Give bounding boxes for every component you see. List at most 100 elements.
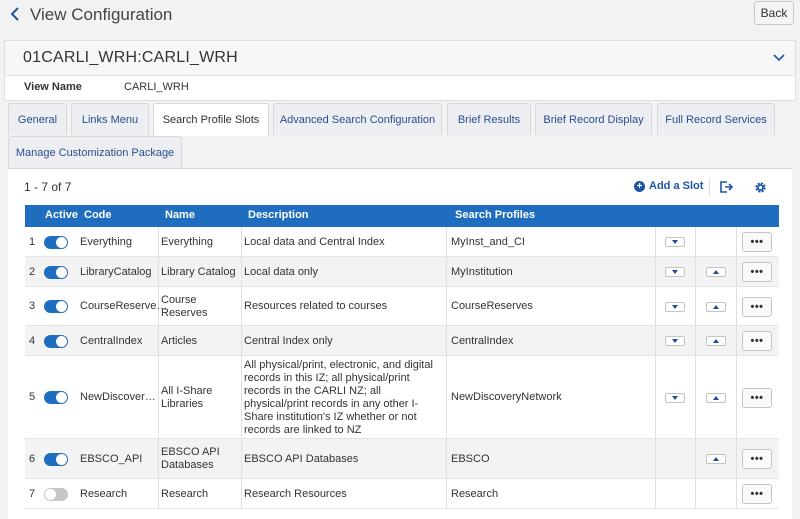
row-number: 7: [29, 487, 36, 500]
tab-search-profile-slots[interactable]: Search Profile Slots: [153, 103, 269, 136]
active-toggle[interactable]: [44, 453, 68, 466]
move-up-button[interactable]: [706, 336, 726, 346]
row-number: 1: [29, 235, 36, 248]
cell-code: EBSCO_API: [80, 452, 143, 465]
tab-brief-record-display[interactable]: Brief Record Display: [535, 103, 652, 135]
toggle-knob: [56, 301, 67, 312]
row-actions-button[interactable]: •••: [742, 262, 772, 282]
chevron-down-icon[interactable]: [773, 53, 785, 63]
triangle-down-icon: [672, 339, 678, 343]
cell-profiles: MyInst_and_CI: [451, 235, 525, 248]
column-divider: [655, 326, 656, 355]
table-row[interactable]: 3 CourseReserve… Course Reserves Resources …: [25, 287, 779, 326]
toggle-knob: [56, 267, 67, 278]
row-actions-button[interactable]: •••: [742, 388, 772, 408]
active-toggle[interactable]: [44, 488, 68, 501]
row-actions-button[interactable]: •••: [742, 484, 772, 504]
column-divider: [695, 326, 696, 355]
view-name-value: CARLI_WRH: [124, 81, 189, 93]
active-toggle[interactable]: [44, 335, 68, 348]
cell-description: Central Index only: [244, 334, 333, 347]
move-up-button[interactable]: [706, 302, 726, 312]
move-down-button[interactable]: [665, 336, 685, 346]
active-toggle[interactable]: [44, 300, 68, 313]
active-toggle[interactable]: [44, 236, 68, 249]
move-up-button[interactable]: [706, 454, 726, 464]
active-toggle[interactable]: [44, 391, 68, 404]
column-header-code[interactable]: Code: [84, 209, 112, 221]
table-row[interactable]: 4 CentralIndex Articles Central Index only C…: [25, 326, 779, 356]
table-row[interactable]: 5 NewDiscover… All I-Share Libraries All ph…: [25, 356, 779, 439]
tab-links-menu[interactable]: Links Menu: [71, 103, 149, 135]
tab-brief-results[interactable]: Brief Results: [447, 103, 531, 135]
tab-manage-customization-package[interactable]: Manage Customization Package: [8, 136, 182, 168]
column-header-active[interactable]: Active: [45, 209, 79, 221]
move-down-button[interactable]: [665, 302, 685, 312]
cell-code: NewDiscover…: [80, 391, 156, 403]
cell-profiles: CentralIndex: [451, 334, 514, 347]
move-down-button[interactable]: [665, 267, 685, 277]
table-row[interactable]: 6 EBSCO_API EBSCO API Databases EBSCO API D…: [25, 439, 779, 479]
toggle-knob: [56, 392, 67, 403]
column-divider: [736, 479, 737, 508]
gear-icon[interactable]: [754, 181, 767, 194]
column-divider: [695, 479, 696, 508]
cell-description: EBSCO API Databases: [244, 452, 359, 465]
cell-profiles: MyInstitution: [451, 265, 513, 278]
column-divider: [655, 227, 656, 256]
view-heading: 01CARLI_WRH:CARLI_WRH: [23, 49, 238, 66]
triangle-up-icon: [713, 396, 719, 400]
chevron-left-icon[interactable]: [6, 5, 24, 23]
cell-name: Course Reserves: [161, 293, 208, 319]
column-divider: [695, 257, 696, 286]
row-number: 3: [29, 300, 36, 312]
column-divider: [695, 439, 696, 478]
cell-profiles: CourseReserves: [451, 300, 533, 312]
column-divider: [446, 257, 447, 286]
row-actions-button[interactable]: •••: [742, 297, 772, 317]
column-divider: [736, 439, 737, 478]
active-toggle[interactable]: [44, 266, 68, 279]
column-divider: [655, 356, 656, 438]
column-divider: [655, 257, 656, 286]
move-up-button[interactable]: [706, 393, 726, 403]
row-actions-button[interactable]: •••: [742, 232, 772, 252]
column-divider: [695, 356, 696, 438]
move-up-button[interactable]: [706, 267, 726, 277]
move-down-button[interactable]: [665, 393, 685, 403]
table-row[interactable]: 1 Everything Everything Local data and Cent…: [25, 227, 779, 257]
column-divider: [655, 287, 656, 325]
table-row[interactable]: 2 LibraryCatalog Library Catalog Local data…: [25, 257, 779, 287]
plus-circle-icon: +: [634, 180, 645, 192]
back-button[interactable]: Back: [754, 1, 794, 25]
column-divider: [446, 326, 447, 355]
toggle-knob: [56, 454, 67, 465]
add-slot-button[interactable]: + Add a Slot: [634, 180, 703, 192]
table-header: Active Code Name Description Search Prof…: [25, 205, 779, 227]
column-header-name[interactable]: Name: [165, 209, 195, 221]
column-divider: [695, 227, 696, 256]
cell-name: Articles: [161, 334, 198, 347]
tab-advanced-search-configuration[interactable]: Advanced Search Configuration: [273, 103, 442, 135]
column-divider: [736, 287, 737, 325]
column-divider: [446, 479, 447, 508]
tab-general[interactable]: General: [8, 103, 67, 135]
cell-name: Everything: [161, 235, 213, 248]
triangle-up-icon: [713, 457, 719, 461]
toolbar-divider: [709, 178, 710, 196]
table-row[interactable]: 7 Research Research Research Resources Resea…: [25, 479, 779, 509]
column-header-search-profiles[interactable]: Search Profiles: [455, 209, 536, 221]
column-divider: [446, 356, 447, 438]
toggle-knob: [56, 237, 67, 248]
cell-name: Library Catalog: [161, 265, 236, 278]
row-actions-button[interactable]: •••: [742, 449, 772, 469]
tab-full-record-services[interactable]: Full Record Services: [657, 103, 775, 135]
cell-description: Local data only: [244, 265, 318, 278]
column-header-description[interactable]: Description: [248, 209, 309, 221]
row-actions-button[interactable]: •••: [742, 331, 772, 351]
export-icon[interactable]: [719, 180, 733, 194]
view-card-header[interactable]: 01CARLI_WRH:CARLI_WRH: [5, 41, 795, 76]
add-slot-label: Add a Slot: [649, 180, 704, 192]
column-divider: [736, 227, 737, 256]
move-down-button[interactable]: [665, 237, 685, 247]
